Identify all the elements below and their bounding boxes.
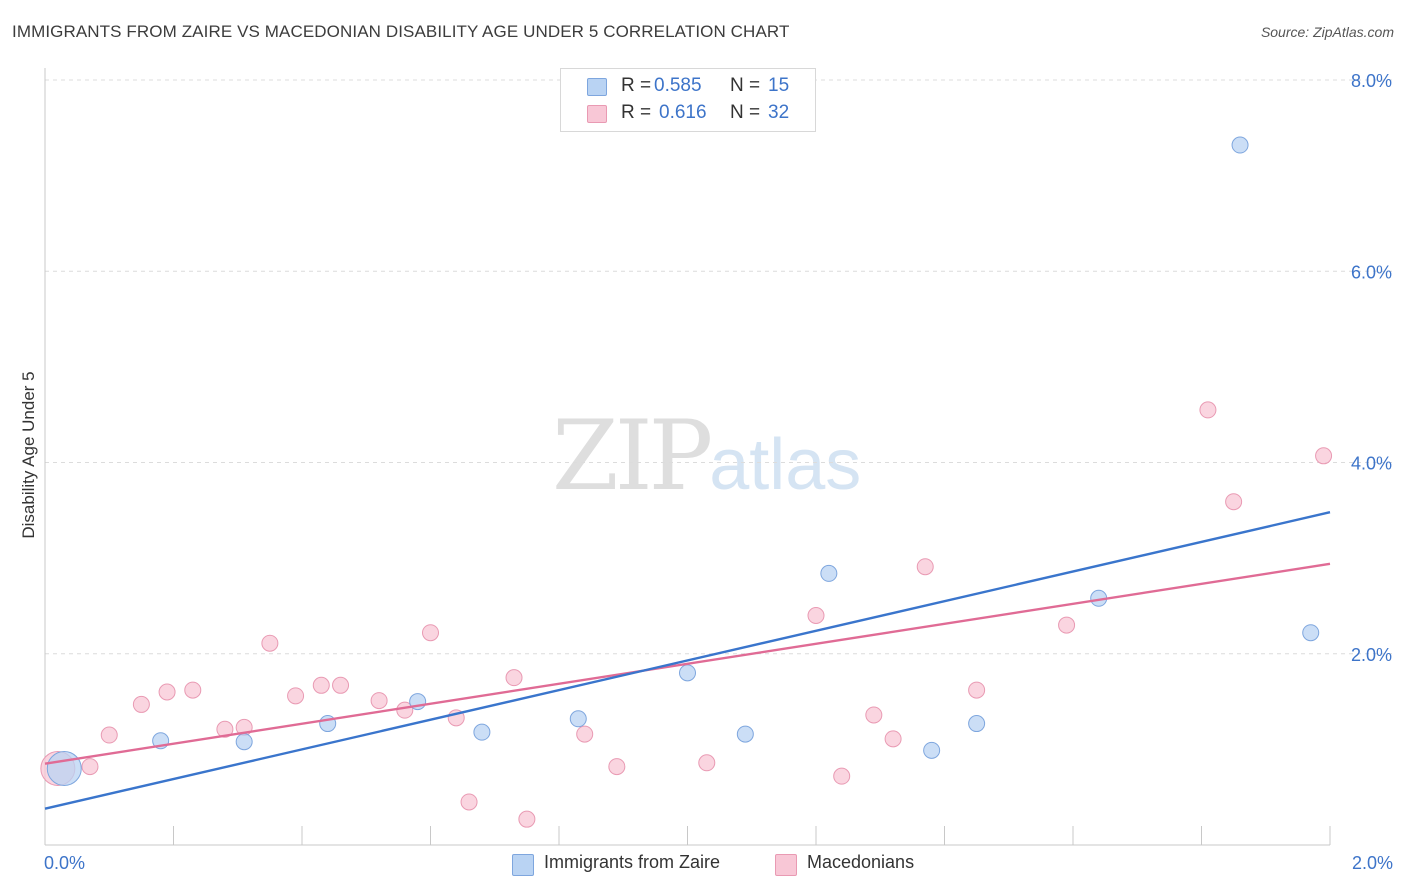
y-tick-label: 8.0% <box>1351 71 1392 91</box>
legend-swatch-zaire <box>512 854 534 876</box>
point-macedonians <box>158 683 176 701</box>
point-macedonians <box>916 558 934 576</box>
point-macedonians <box>807 607 825 624</box>
y-tick-label: 2.0% <box>1351 645 1392 665</box>
point-zaire <box>679 664 696 682</box>
point-zaire <box>923 741 941 759</box>
point-zaire <box>736 725 754 743</box>
legend-r-label: R = <box>621 102 652 123</box>
x-tick-label: 2.0% <box>1352 853 1393 873</box>
watermark-atlas: atlas <box>709 425 862 505</box>
point-zaire <box>46 751 82 786</box>
point-macedonians <box>518 810 536 828</box>
point-zaire <box>968 715 986 733</box>
point-macedonians <box>184 681 202 699</box>
trendline-macedonians <box>44 562 1331 765</box>
point-zaire <box>235 733 253 751</box>
legend-swatch-zaire <box>587 78 607 96</box>
point-macedonians <box>312 676 330 694</box>
point-macedonians <box>132 695 150 713</box>
point-macedonians <box>968 681 986 699</box>
point-zaire <box>820 564 838 582</box>
legend-swatch-macedonians <box>587 105 607 123</box>
legend-r-value: 0.585 <box>654 75 702 96</box>
point-macedonians <box>287 687 305 705</box>
legend-r-value: 0.616 <box>659 102 707 123</box>
point-macedonians <box>833 767 851 785</box>
watermark-zip: ZIP <box>552 400 713 512</box>
point-macedonians <box>505 669 523 687</box>
legend-n-label: N = <box>730 102 761 123</box>
point-macedonians <box>1058 616 1076 634</box>
watermark: ZIPatlas <box>552 400 861 512</box>
point-zaire <box>569 710 587 728</box>
trendline-zaire <box>44 511 1331 810</box>
point-zaire <box>473 723 491 741</box>
point-macedonians <box>100 726 118 744</box>
point-macedonians <box>460 793 478 811</box>
legend-label-zaire: Immigrants from Zaire <box>544 852 721 872</box>
legend-n-value: 15 <box>768 75 790 96</box>
point-macedonians <box>1199 401 1217 419</box>
point-macedonians <box>865 706 883 724</box>
point-macedonians <box>81 758 99 776</box>
point-macedonians <box>576 725 594 743</box>
point-macedonians <box>261 634 279 652</box>
y-tick-label: 4.0% <box>1351 454 1392 474</box>
point-macedonians <box>1315 447 1333 465</box>
legend-label-macedonians: Macedonians <box>807 852 915 872</box>
point-macedonians <box>422 624 439 642</box>
point-zaire <box>1302 624 1320 642</box>
point-macedonians <box>216 720 234 738</box>
chart-title: IMMIGRANTS FROM ZAIRE VS MACEDONIAN DISA… <box>12 22 790 41</box>
legend-r-label: R = <box>621 75 652 96</box>
point-macedonians <box>332 676 350 694</box>
y-axis-label: Disability Age Under 5 <box>19 371 38 538</box>
point-macedonians <box>698 754 716 772</box>
point-macedonians <box>370 692 388 710</box>
source-label: Source: ZipAtlas.com <box>1260 24 1394 40</box>
point-macedonians <box>608 758 626 776</box>
legend-n-label: N = <box>730 75 761 96</box>
point-macedonians <box>1225 493 1243 511</box>
legend-n-value: 32 <box>768 102 790 123</box>
y-tick-label: 6.0% <box>1351 262 1392 282</box>
point-zaire <box>1231 136 1249 154</box>
point-macedonians <box>884 730 902 748</box>
x-tick-label: 0.0% <box>44 853 85 873</box>
legend-swatch-macedonians <box>775 854 797 876</box>
legend-top: R = 0.585 N = 15 R = 0.616 N = 32 <box>560 68 816 132</box>
